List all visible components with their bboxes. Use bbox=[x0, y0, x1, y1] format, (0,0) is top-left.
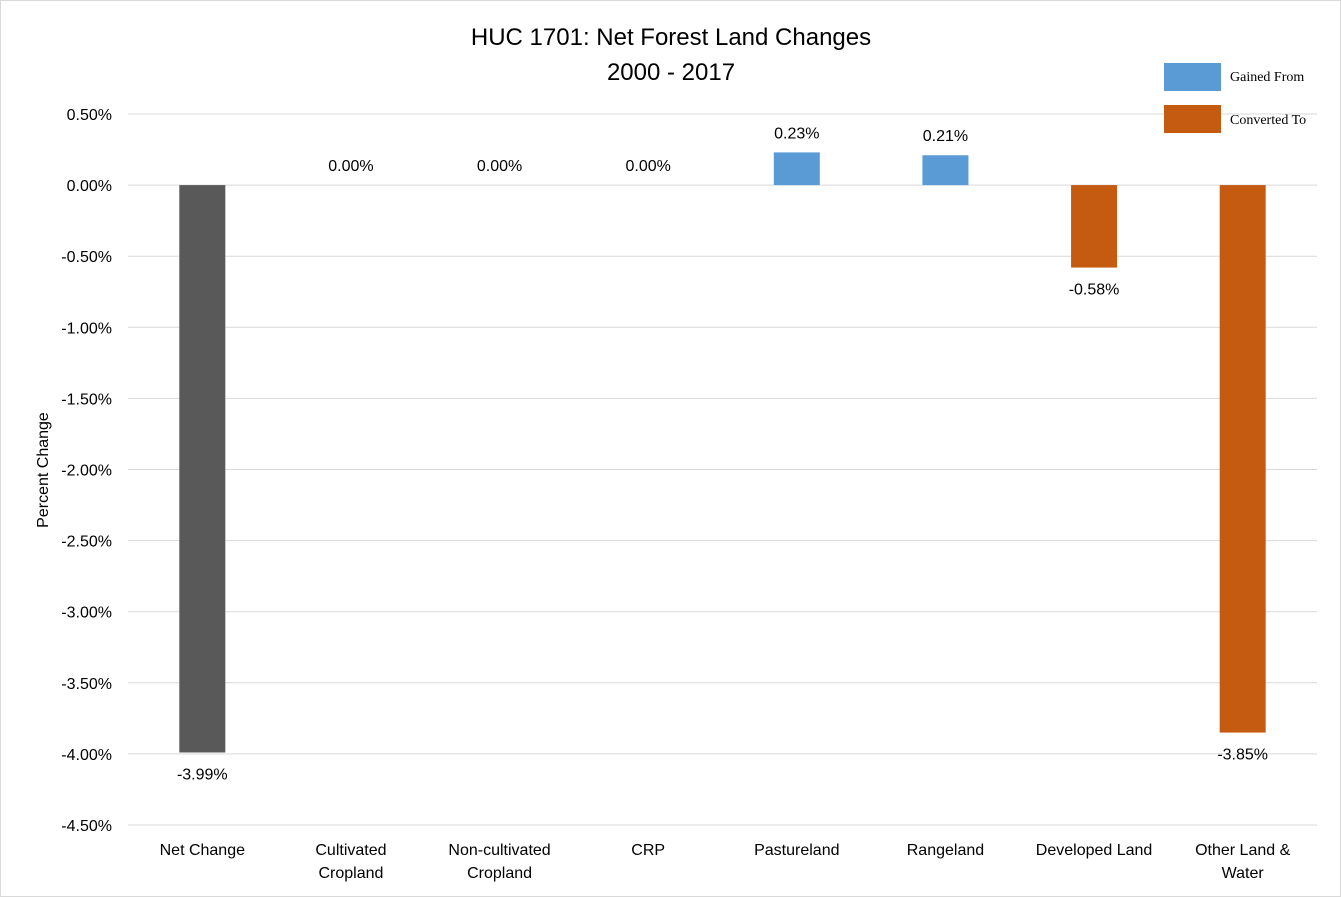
chart-title: HUC 1701: Net Forest Land Changes bbox=[471, 24, 871, 51]
data-label-5: 0.21% bbox=[923, 128, 968, 145]
category-label-line: Pastureland bbox=[754, 842, 839, 859]
data-label-3: 0.00% bbox=[626, 158, 671, 175]
bar-4 bbox=[773, 152, 820, 186]
legend-swatch-gained-from bbox=[1164, 63, 1221, 91]
y-tick-label-8: -3.50% bbox=[61, 676, 112, 693]
y-tick-label-3: -1.00% bbox=[61, 320, 112, 337]
data-label-1: 0.00% bbox=[328, 158, 373, 175]
category-label-2: Non-cultivated Cropland bbox=[448, 842, 550, 882]
category-label-line: Cropland bbox=[467, 865, 532, 882]
legend-label-converted-to: Converted To bbox=[1230, 113, 1306, 128]
category-label-line: Cultivated bbox=[315, 842, 386, 859]
y-tick-label-5: -2.00% bbox=[61, 463, 112, 480]
category-label-1: Cultivated Cropland bbox=[315, 842, 386, 882]
y-tick-label-4: -1.50% bbox=[61, 391, 112, 408]
y-axis-title: Percent Change bbox=[35, 412, 52, 528]
category-label-3: CRP bbox=[631, 842, 665, 859]
legend-swatch-converted-to bbox=[1164, 105, 1221, 133]
bar-0 bbox=[179, 185, 226, 753]
category-label-line: Rangeland bbox=[907, 842, 984, 859]
category-label-6: Developed Land bbox=[1036, 842, 1153, 859]
y-tick-label-7: -3.00% bbox=[61, 605, 112, 622]
data-label-0: -3.99% bbox=[177, 766, 228, 783]
category-label-line: Other Land & bbox=[1195, 842, 1291, 859]
bar-7 bbox=[1219, 185, 1266, 733]
category-label-0: Net Change bbox=[160, 842, 245, 859]
category-label-5: Rangeland bbox=[907, 842, 984, 859]
data-label-6: -0.58% bbox=[1069, 282, 1120, 299]
data-label-7: -3.85% bbox=[1217, 747, 1268, 764]
bars bbox=[179, 152, 1266, 753]
y-tick-label-9: -4.00% bbox=[61, 747, 112, 764]
chart-subtitle: 2000 - 2017 bbox=[607, 59, 735, 86]
category-label-4: Pastureland bbox=[754, 842, 839, 859]
data-label-4: 0.23% bbox=[774, 125, 819, 142]
y-tick-label-6: -2.50% bbox=[61, 534, 112, 551]
legend-label-gained-from: Gained From bbox=[1230, 70, 1304, 85]
gridlines bbox=[128, 113, 1317, 826]
category-label-line: Net Change bbox=[160, 842, 245, 859]
legend: Gained From Converted To bbox=[1164, 63, 1306, 133]
y-tick-label-1: 0.00% bbox=[67, 178, 112, 195]
category-label-line: Developed Land bbox=[1036, 842, 1153, 859]
bar-5 bbox=[922, 155, 969, 186]
x-axis-category-labels: Net Change Cultivated CroplandNon-cultivat… bbox=[160, 842, 1291, 882]
y-tick-label-10: -4.50% bbox=[61, 818, 112, 835]
data-labels: -3.99% 0.00% 0.00% 0.00% 0.23% 0.21% -0.58% -3.… bbox=[177, 125, 1268, 783]
category-label-line: Cropland bbox=[318, 865, 383, 882]
category-label-line: CRP bbox=[631, 842, 665, 859]
y-tick-label-2: -0.50% bbox=[61, 249, 112, 266]
bar-6 bbox=[1071, 185, 1118, 268]
y-axis-tick-labels: 0.50% 0.00% -0.50% -1.00% -1.50% -2.00% -2.50%… bbox=[61, 107, 112, 835]
category-label-7: Other Land & Water bbox=[1195, 842, 1291, 882]
category-label-line: Non-cultivated bbox=[448, 842, 550, 859]
category-label-line: Water bbox=[1222, 865, 1265, 882]
y-tick-label-0: 0.50% bbox=[67, 107, 112, 124]
data-label-2: 0.00% bbox=[477, 158, 522, 175]
